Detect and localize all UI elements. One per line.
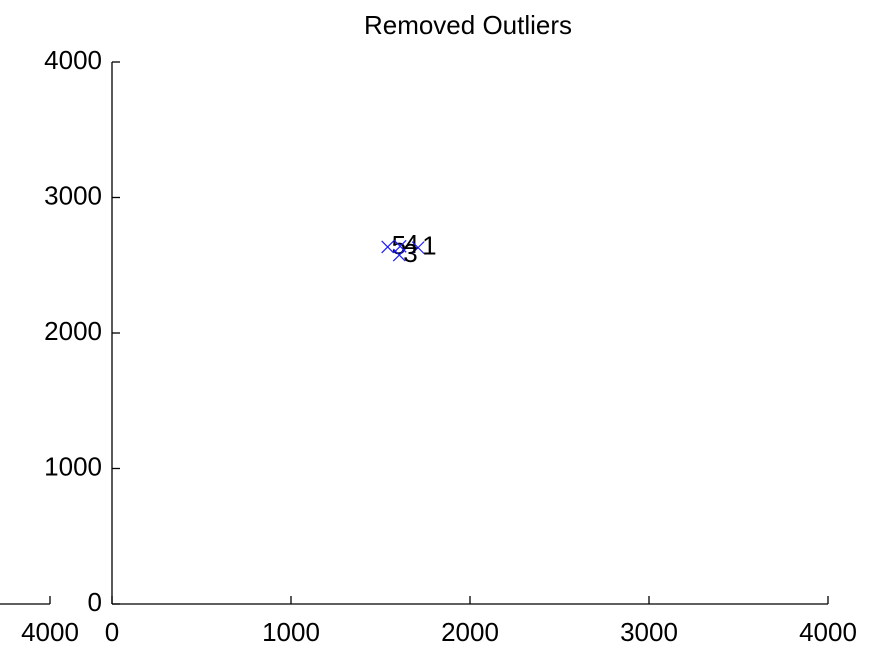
- x-tick-label: 3000: [620, 617, 678, 647]
- point-label: 1: [422, 231, 436, 261]
- x-tick-label: 0: [105, 617, 119, 647]
- point-label: 4: [404, 229, 418, 259]
- y-tick-label: 0: [88, 587, 102, 617]
- point: [392, 248, 406, 262]
- point: [381, 240, 395, 254]
- x-tick-label: 2000: [441, 617, 499, 647]
- y-tick-label: 3000: [44, 180, 102, 210]
- y-tick-label: 1000: [44, 451, 102, 481]
- point: [411, 241, 425, 255]
- chart-title: Removed Outliers: [364, 10, 572, 40]
- y-tick-label: 2000: [44, 316, 102, 346]
- x-tick-label: 1000: [262, 617, 320, 647]
- x-tick-label: 4000: [799, 617, 857, 647]
- point-label: 3: [403, 238, 417, 268]
- y-tick-label: 4000: [44, 45, 102, 75]
- x-tick-label: 4000: [21, 617, 79, 647]
